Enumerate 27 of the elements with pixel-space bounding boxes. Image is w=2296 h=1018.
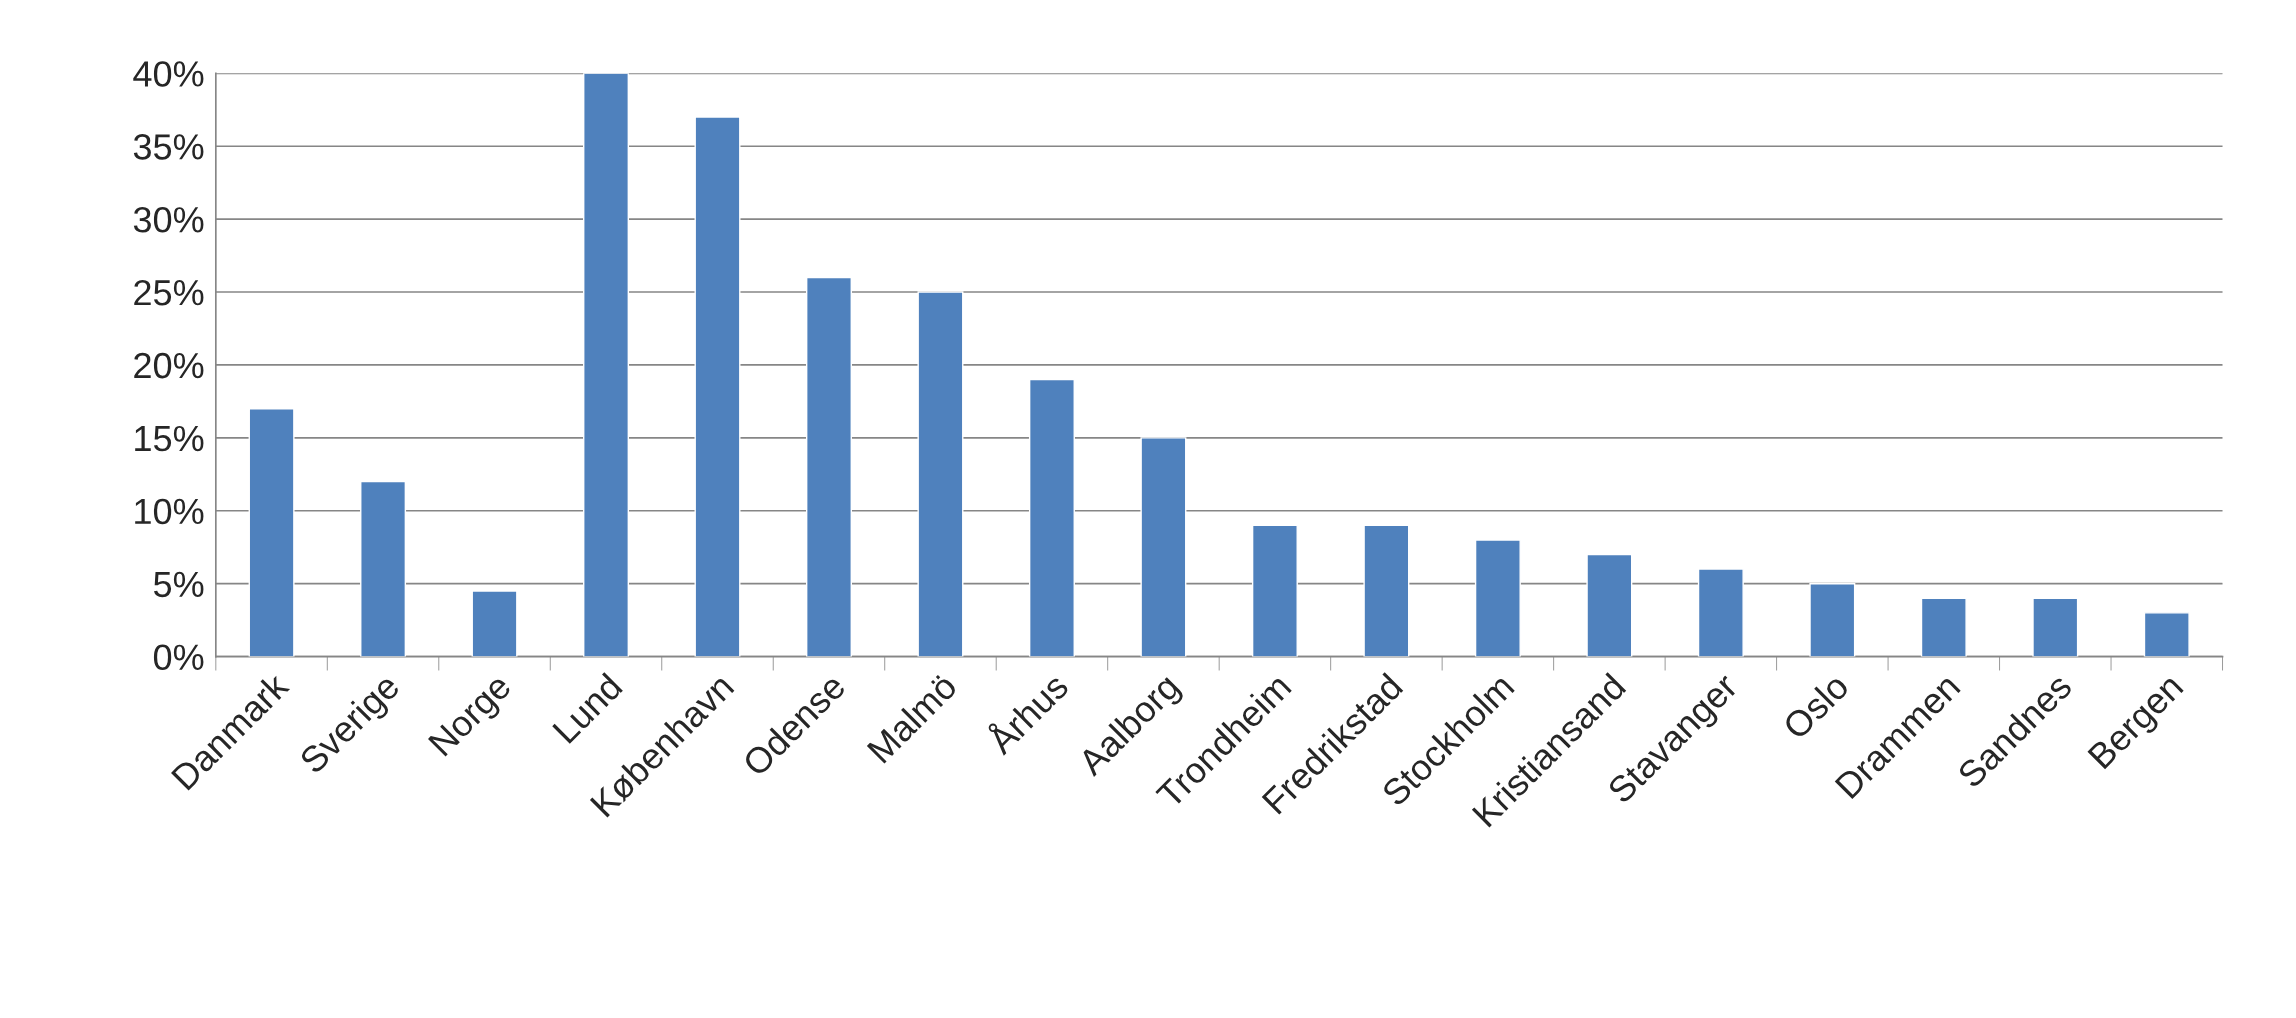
- y-tick-label: 15%: [135, 425, 204, 452]
- y-tick-label: 20%: [134, 352, 204, 379]
- y-tick-label: 5%: [153, 571, 204, 598]
- bar: [1697, 568, 1744, 657]
- y-tick-label: 25%: [134, 279, 204, 306]
- y-tick-label: 30%: [133, 206, 204, 233]
- bar: [1920, 597, 1967, 657]
- bar: [471, 590, 518, 657]
- bar: [1028, 378, 1075, 657]
- y-tick-label: 40%: [133, 61, 204, 87]
- bar: [2143, 612, 2190, 657]
- y-tick-label: 10%: [135, 498, 204, 525]
- y-tick-label: 0%: [153, 644, 204, 671]
- bar: [248, 408, 295, 657]
- bar: [1251, 524, 1298, 657]
- bar: [917, 291, 964, 657]
- bar: [1809, 583, 1856, 657]
- bar: [1586, 553, 1633, 657]
- bar: [583, 73, 630, 657]
- bar: [805, 276, 852, 657]
- bar: [694, 116, 741, 657]
- bar: [2032, 597, 2079, 657]
- bar: [1363, 524, 1410, 657]
- y-tick-label: 35%: [133, 134, 204, 160]
- bar: [1140, 437, 1187, 657]
- bar: [360, 480, 407, 657]
- bar: [1474, 539, 1521, 657]
